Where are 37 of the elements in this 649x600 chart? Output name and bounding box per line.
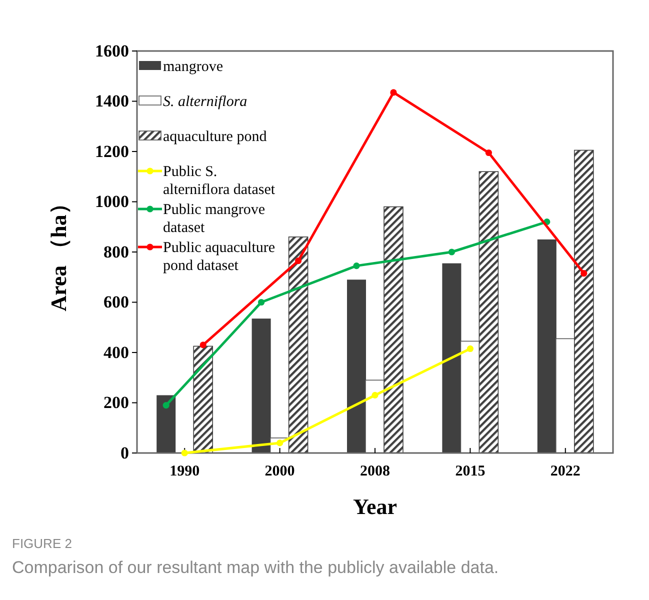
y-tick-label: 400 (104, 342, 129, 362)
y-tick-label: 200 (104, 393, 129, 412)
bar (556, 338, 576, 454)
x-tick-label: 2015 (455, 464, 486, 480)
y-tick-label: 600 (104, 292, 129, 312)
bar (537, 239, 556, 453)
bar (347, 280, 366, 453)
y-tick-label: 1600 (95, 41, 129, 60)
bar (384, 206, 404, 454)
y-tick-label: 1200 (95, 142, 129, 161)
bar (442, 263, 462, 453)
bar (365, 380, 385, 454)
legend-label: Public S. alterniflora dataset (163, 164, 276, 198)
x-tick-label: 2000 (264, 464, 295, 480)
y-tick-label: 0 (120, 443, 129, 462)
legend-label: mangrove (163, 59, 224, 75)
bar (156, 395, 176, 453)
caption: FIGURE 2 (12, 536, 72, 551)
bar (460, 340, 480, 454)
bar (193, 346, 213, 454)
bar (574, 150, 594, 454)
x-tick-label: 2008 (360, 464, 390, 480)
legend-label: Public aquaculture pond dataset (163, 240, 276, 274)
bar (288, 236, 308, 454)
y-axis-title: Area （ha） (46, 192, 71, 312)
y-tick-label: 1000 (95, 192, 129, 212)
legend-label: aquaculture pond (163, 129, 268, 145)
x-tick-label: 2022 (550, 464, 580, 480)
x-tick-label: 1990 (170, 464, 200, 480)
legend-label: Public mangrove dataset (163, 202, 266, 236)
legend-label: S. alterniflora (163, 94, 248, 110)
y-tick-label: 1400 (95, 92, 129, 111)
text: Comparison of our resultant map with the publicly available data. (12, 558, 499, 577)
bar (478, 171, 499, 454)
bar (252, 318, 271, 453)
x-axis-title: Year (353, 494, 398, 519)
y-tick-label: 800 (104, 242, 129, 262)
